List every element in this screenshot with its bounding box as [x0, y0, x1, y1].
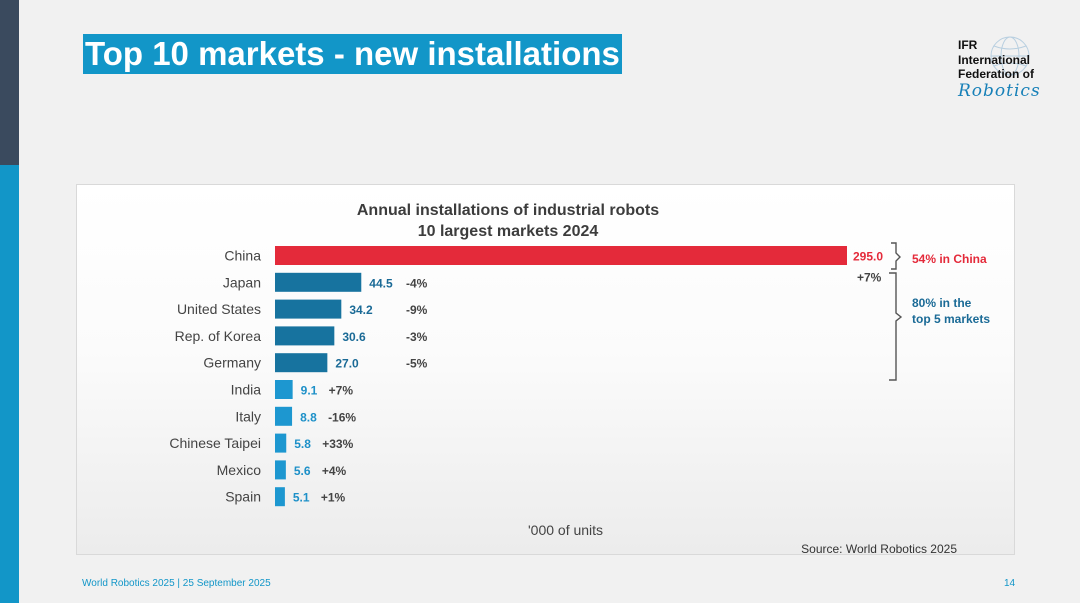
category-label: Japan	[223, 274, 261, 290]
value-label: 5.8	[294, 437, 311, 451]
value-label: 9.1	[301, 384, 318, 398]
change-label: +7%	[857, 271, 882, 285]
bar	[275, 326, 335, 346]
bar	[275, 433, 287, 453]
category-label: United States	[177, 301, 261, 317]
bar	[275, 272, 362, 292]
value-label: 44.5	[369, 276, 393, 290]
chart-panel: Annual installations of industrial robot…	[76, 184, 1015, 556]
bar	[275, 299, 342, 319]
category-label: Spain	[225, 489, 261, 505]
footer-text: World Robotics 2025 | 25 September 2025	[82, 578, 271, 589]
category-label: India	[231, 382, 262, 398]
change-label: -16%	[328, 410, 356, 424]
left-accent-strip-dark	[0, 0, 19, 165]
change-label: -9%	[406, 303, 428, 317]
change-label: -3%	[406, 330, 428, 344]
bar	[275, 487, 285, 507]
bar	[275, 353, 328, 373]
bar	[275, 246, 847, 265]
logo-line-2: International	[958, 52, 1031, 67]
bar	[275, 406, 293, 426]
chart-subtitle: 10 largest markets 2024	[418, 223, 599, 240]
change-label: -5%	[406, 357, 428, 371]
value-label: 5.1	[293, 491, 310, 505]
left-accent-strip-blue	[0, 165, 19, 603]
ifr-logo: IFR International Federation of Robotics	[958, 36, 1058, 104]
china-share-annotation: 54% in China	[912, 252, 987, 266]
category-label: Chinese Taipei	[169, 435, 261, 451]
value-label: 295.0	[853, 250, 883, 264]
value-label: 5.6	[294, 464, 311, 478]
bar-chart: Annual installations of industrial robot…	[169, 202, 990, 556]
slide-title: Top 10 markets - new installations	[83, 34, 622, 74]
logo-script: Robotics	[958, 80, 1041, 101]
source-label: Source: World Robotics 2025	[801, 542, 957, 556]
category-label: Rep. of Korea	[175, 328, 262, 344]
value-label: 34.2	[349, 303, 373, 317]
bars-group: China 295.0 +7% Japan 44.5 -4% United States 34…	[169, 246, 883, 507]
value-label: 30.6	[342, 330, 366, 344]
bar	[275, 380, 293, 399]
category-label: Italy	[235, 408, 261, 424]
top5-share-annotation-line2: top 5 markets	[912, 312, 990, 326]
bar	[275, 460, 286, 480]
top5-bracket	[889, 272, 903, 381]
change-label: +4%	[322, 464, 347, 478]
logo-line-3: Federation of	[958, 67, 1035, 81]
page-number: 14	[1004, 578, 1016, 589]
logo-line-1: IFR	[958, 38, 978, 52]
change-label: +7%	[329, 384, 354, 398]
value-label: 27.0	[335, 357, 359, 371]
china-bracket	[891, 242, 901, 270]
globe-icon	[990, 36, 1030, 76]
top5-share-annotation-line1: 80% in the	[912, 296, 972, 310]
unit-label: '000 of units	[528, 522, 603, 538]
category-label: Germany	[203, 355, 261, 371]
category-label: China	[224, 248, 261, 264]
change-label: +33%	[322, 437, 353, 451]
change-label: -4%	[406, 276, 428, 290]
category-label: Mexico	[217, 462, 262, 478]
value-label: 8.8	[300, 410, 317, 424]
change-label: +1%	[321, 491, 346, 505]
chart-title: Annual installations of industrial robot…	[357, 202, 659, 219]
